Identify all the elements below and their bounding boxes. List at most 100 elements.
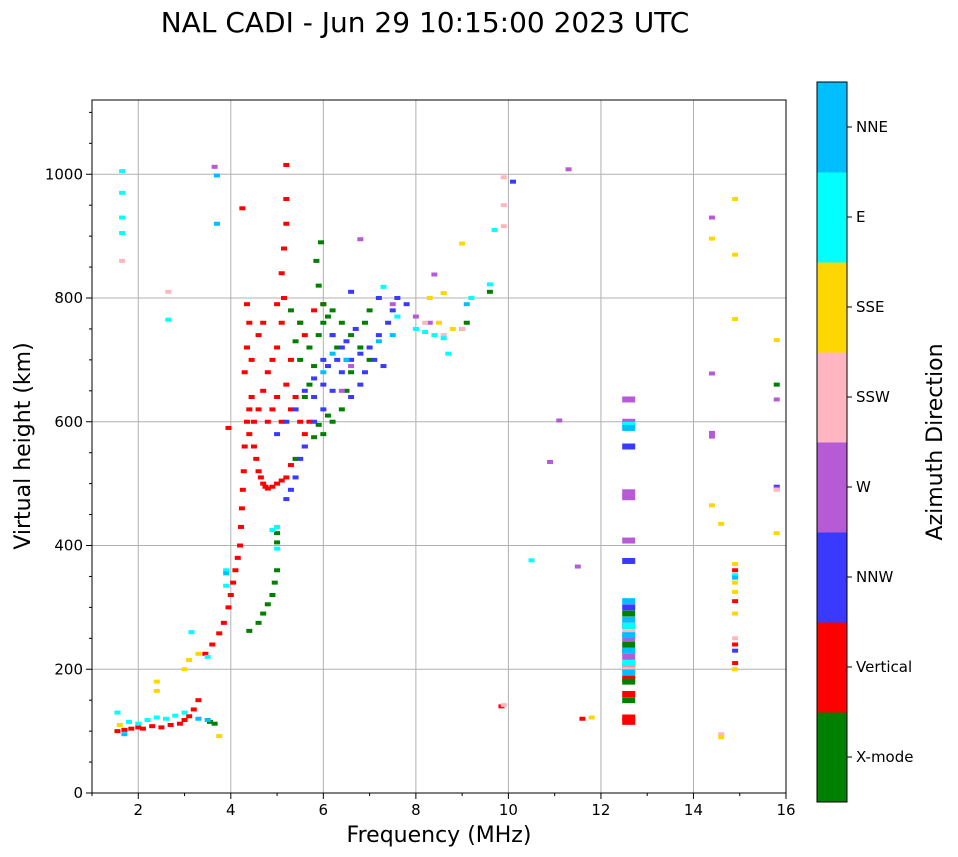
data-point [622, 494, 636, 501]
data-point [211, 721, 218, 726]
data-point [773, 382, 780, 387]
y-axis-label: Virtual height (km) [11, 342, 36, 549]
data-point [301, 388, 308, 393]
x-tick-label: 12 [591, 801, 610, 819]
data-point [732, 580, 739, 585]
data-point [260, 611, 267, 616]
data-point [297, 419, 304, 424]
data-point [301, 444, 308, 449]
data-point [579, 716, 586, 721]
data-point [243, 302, 250, 307]
data-point [253, 456, 260, 461]
data-point [223, 571, 230, 576]
data-point [708, 236, 715, 241]
data-point [315, 422, 322, 427]
data-point [366, 308, 373, 313]
data-point [274, 432, 281, 437]
data-point [204, 654, 211, 659]
data-point [375, 296, 382, 300]
data-point [274, 395, 281, 399]
data-point [121, 732, 128, 737]
data-point [241, 444, 248, 449]
grid-lines [92, 100, 787, 794]
data-point [313, 258, 320, 263]
data-point [708, 503, 715, 508]
y-tick-label: 600 [54, 413, 83, 431]
data-point [225, 605, 232, 610]
data-point [243, 419, 250, 424]
data-point [357, 351, 364, 356]
data-point [732, 573, 739, 578]
data-point [343, 388, 350, 393]
data-point [718, 732, 725, 737]
data-point [158, 725, 165, 730]
data-point [338, 345, 345, 350]
data-point [255, 333, 262, 338]
data-point [135, 725, 142, 730]
x-axis-label: Frequency (MHz) [347, 823, 532, 848]
data-point [389, 308, 396, 313]
data-point [239, 206, 246, 211]
data-point [338, 407, 345, 412]
data-point [114, 710, 121, 715]
colorbar-label-ssw: SSW [856, 388, 890, 406]
data-point [213, 173, 220, 178]
data-point [297, 357, 304, 362]
x-tick-label: 14 [684, 801, 703, 819]
data-point [260, 388, 267, 393]
data-point [622, 697, 636, 704]
x-tick-label: 10 [499, 801, 518, 819]
data-point [241, 370, 248, 375]
data-point [165, 317, 172, 322]
colorbar-label-e: E [856, 208, 865, 226]
data-point [128, 726, 135, 731]
data-point [311, 435, 318, 440]
data-point [622, 443, 636, 450]
data-point [440, 291, 447, 296]
data-point [269, 484, 276, 489]
data-point [352, 326, 359, 331]
data-point [153, 688, 160, 693]
data-point [311, 395, 318, 399]
data-point [732, 648, 739, 653]
data-point [773, 487, 780, 492]
data-point [732, 575, 739, 580]
data-point [153, 679, 160, 684]
data-point [246, 432, 253, 437]
axis-ticks: 2 4 6 8 10 12 14 16 0 200 400 600 800 1000 [45, 111, 796, 819]
data-point [237, 543, 244, 548]
data-point [732, 252, 739, 257]
data-point [292, 456, 299, 461]
data-point [119, 169, 126, 174]
data-point [732, 317, 739, 322]
data-point [440, 336, 447, 341]
y-tick-label: 200 [54, 660, 83, 678]
data-point [139, 726, 146, 731]
data-point [114, 729, 121, 734]
data-point [329, 333, 336, 338]
data-point [732, 667, 739, 672]
data-point [176, 721, 183, 726]
data-point [500, 224, 507, 229]
data-point [622, 635, 636, 642]
data-point [274, 345, 281, 350]
data-point [385, 320, 392, 325]
data-point [250, 444, 257, 449]
data-point [366, 345, 373, 350]
data-point [320, 302, 327, 307]
data-point [274, 546, 281, 551]
data-point [449, 326, 456, 331]
data-point [237, 524, 244, 529]
data-point [172, 713, 179, 718]
data-point [213, 221, 220, 226]
data-point [622, 660, 636, 667]
data-point [301, 432, 308, 437]
data-point [389, 302, 396, 307]
data-point [348, 333, 355, 338]
data-point [246, 407, 253, 412]
data-point [283, 197, 290, 201]
data-point [234, 555, 241, 560]
data-point [394, 314, 401, 319]
data-point [622, 675, 636, 682]
